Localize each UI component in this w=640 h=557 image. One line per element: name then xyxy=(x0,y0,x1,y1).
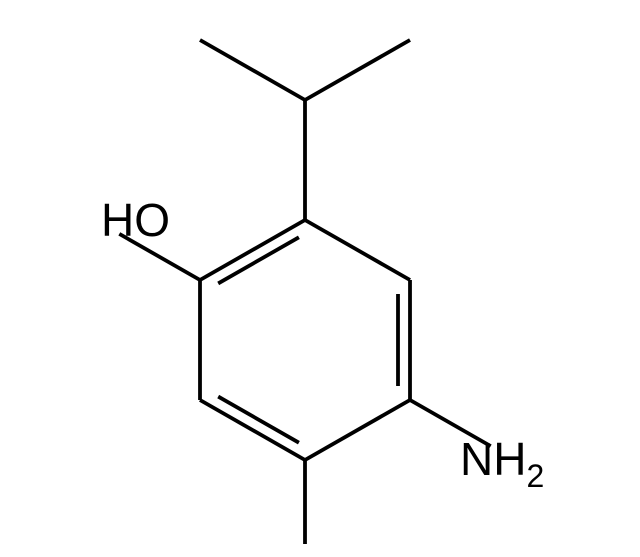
molecule-diagram: HO NH2 xyxy=(0,0,640,557)
nh2-label: NH2 xyxy=(460,433,544,494)
oh-label: HO xyxy=(101,194,170,246)
